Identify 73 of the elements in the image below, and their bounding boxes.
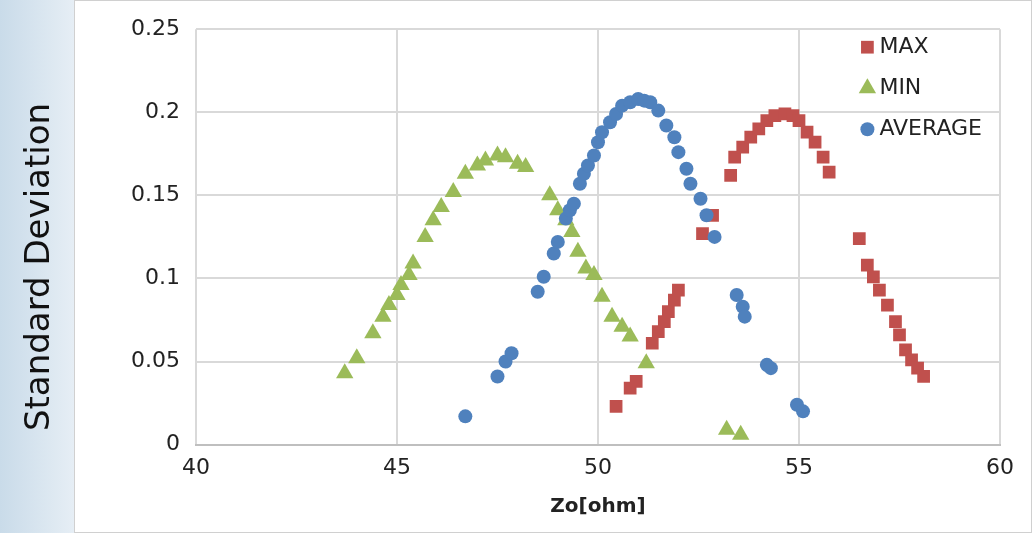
legend-label: MAX	[879, 32, 929, 58]
point	[651, 103, 666, 118]
point	[661, 305, 675, 319]
point	[696, 227, 709, 240]
point	[516, 157, 535, 173]
point	[645, 336, 659, 350]
y-tick-label: 0	[165, 430, 180, 456]
point	[444, 182, 462, 198]
point	[707, 229, 722, 244]
point	[860, 258, 874, 272]
point	[796, 404, 811, 419]
point	[424, 210, 442, 226]
point	[348, 348, 366, 364]
point	[637, 353, 655, 369]
y-tick-label: 0.15	[131, 181, 180, 207]
x-tick-label: 60	[986, 453, 1014, 479]
point	[867, 270, 880, 284]
y-tick-label: 0.05	[131, 347, 180, 373]
point	[699, 208, 714, 223]
point	[392, 275, 410, 291]
point	[380, 295, 398, 311]
point	[546, 246, 561, 261]
y-axis-title: Standard Deviation	[17, 102, 57, 431]
point	[728, 150, 742, 164]
point	[667, 130, 682, 145]
point	[729, 288, 744, 303]
point	[808, 135, 822, 149]
point	[672, 283, 685, 297]
y-tick-label: 0.2	[144, 98, 180, 123]
point	[550, 234, 565, 249]
point	[490, 369, 505, 384]
point	[659, 118, 674, 133]
point	[683, 176, 698, 191]
point	[917, 370, 930, 383]
point	[536, 269, 551, 284]
point	[792, 114, 806, 127]
point	[504, 346, 519, 361]
point	[693, 191, 708, 206]
point	[586, 148, 601, 163]
point	[816, 150, 830, 164]
y-tick-label: 0.1	[144, 264, 180, 290]
point	[580, 158, 595, 173]
y-tick-label: 0.25	[131, 14, 180, 40]
point	[595, 125, 610, 140]
point	[679, 161, 694, 176]
point	[629, 375, 643, 388]
point	[736, 140, 750, 154]
point	[763, 361, 778, 376]
point	[873, 283, 886, 297]
point	[364, 323, 382, 339]
point	[893, 328, 906, 342]
point	[737, 309, 752, 324]
x-tick-label: 55	[785, 453, 813, 479]
point	[643, 95, 658, 110]
point	[458, 409, 473, 424]
point	[822, 165, 836, 179]
x-tick-label: 50	[583, 453, 612, 479]
point	[724, 169, 738, 182]
point	[609, 400, 623, 413]
x-tick-label: 45	[382, 453, 411, 479]
point	[336, 363, 354, 379]
legend-label: MIN	[879, 73, 922, 99]
point	[881, 298, 894, 312]
point	[496, 147, 515, 163]
point	[566, 196, 581, 211]
point	[671, 145, 686, 160]
x-tick-label: 40	[181, 453, 210, 479]
point	[852, 232, 866, 245]
point	[585, 265, 603, 281]
point	[889, 315, 902, 329]
x-axis-title: Zo[ohm]	[550, 493, 646, 518]
point	[530, 284, 545, 299]
legend-label: AVERAGE	[879, 114, 983, 140]
